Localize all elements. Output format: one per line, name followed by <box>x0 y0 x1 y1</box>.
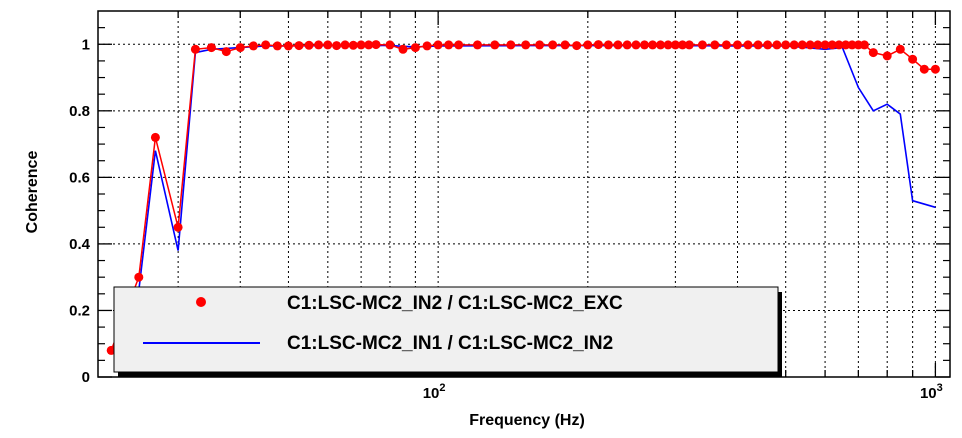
data-point <box>882 51 892 61</box>
data-point <box>733 40 742 50</box>
data-point <box>332 41 342 51</box>
data-point <box>847 40 857 50</box>
data-point <box>106 345 116 355</box>
data-point <box>385 40 395 50</box>
data-point <box>797 40 807 50</box>
data-point <box>572 41 582 51</box>
y-tick-label: 0.2 <box>69 302 90 319</box>
data-point <box>772 40 782 50</box>
data-point <box>834 40 844 50</box>
data-point <box>206 43 216 53</box>
series-layer <box>106 40 940 355</box>
legend-label-in1: C1:LSC-MC2_IN1 / C1:LSC-MC2_IN2 <box>287 333 613 354</box>
data-point <box>781 40 791 50</box>
data-point <box>868 48 878 58</box>
data-point <box>640 40 649 50</box>
data-point <box>340 40 350 50</box>
x-tick-exponent: 3 <box>937 382 943 394</box>
data-point <box>820 40 830 50</box>
data-point <box>593 40 603 50</box>
data-point <box>304 40 314 50</box>
y-tick-label: 0.8 <box>69 103 90 120</box>
data-point <box>473 40 482 50</box>
data-point <box>261 40 271 50</box>
x-tick-label: 102 <box>423 382 446 402</box>
data-point <box>813 40 823 50</box>
data-point <box>283 41 293 51</box>
y-axis-title: Coherence <box>24 151 41 234</box>
data-point <box>356 40 366 50</box>
data-point <box>535 40 545 50</box>
data-point <box>410 43 420 53</box>
x-axis-title: Frequency (Hz) <box>469 412 585 429</box>
data-point <box>603 40 613 50</box>
data-point <box>805 40 815 50</box>
x-tick-exponent: 2 <box>439 382 445 394</box>
data-point <box>753 40 763 50</box>
legend-label-exc: C1:LSC-MC2_IN2 / C1:LSC-MC2_EXC <box>287 293 623 314</box>
data-point <box>622 40 632 50</box>
data-point <box>348 40 358 50</box>
data-point <box>763 40 773 50</box>
data-point <box>444 40 454 50</box>
data-point <box>721 40 731 50</box>
data-point <box>371 40 381 50</box>
data-point <box>323 40 333 50</box>
data-point <box>422 41 432 51</box>
data-point <box>859 40 869 50</box>
data-point <box>684 40 694 50</box>
data-point <box>235 43 245 53</box>
data-point <box>150 132 160 142</box>
data-point <box>583 40 593 50</box>
data-point <box>670 40 680 50</box>
data-point <box>134 272 144 282</box>
data-point <box>490 40 500 50</box>
legend-box <box>113 286 779 373</box>
data-point <box>631 40 641 50</box>
legend-marker-exc <box>196 297 206 307</box>
data-point <box>697 40 707 50</box>
data-point <box>190 44 200 54</box>
data-point <box>743 40 753 50</box>
x-tick-base: 10 <box>423 385 440 402</box>
y-tick-label: 0.6 <box>69 169 90 186</box>
data-point <box>221 47 231 57</box>
data-point <box>521 40 531 50</box>
data-point <box>789 40 799 50</box>
data-point <box>827 40 837 50</box>
x-tick-base: 10 <box>920 385 937 402</box>
data-point <box>841 40 851 50</box>
y-tick-label: 1 <box>82 36 90 53</box>
data-point <box>364 40 374 50</box>
y-tick-label: 0.4 <box>69 236 91 253</box>
data-point <box>613 40 623 50</box>
data-point <box>710 40 720 50</box>
data-point <box>678 40 687 50</box>
data-point <box>506 40 516 50</box>
data-point <box>398 44 408 54</box>
data-point <box>173 222 183 232</box>
data-point <box>930 64 940 74</box>
data-point <box>656 40 665 50</box>
data-point <box>560 40 570 50</box>
data-point <box>548 40 558 50</box>
data-point <box>908 54 918 64</box>
data-point <box>272 41 282 51</box>
data-point <box>248 41 258 51</box>
legend: C1:LSC-MC2_IN2 / C1:LSC-MC2_EXC C1:LSC-M… <box>113 286 782 377</box>
y-tick-label: 0 <box>82 369 90 386</box>
data-point <box>648 40 658 50</box>
data-point <box>895 44 905 54</box>
x-tick-label: 103 <box>920 382 943 402</box>
data-point <box>663 40 673 50</box>
data-point <box>919 64 929 74</box>
data-point <box>433 40 443 50</box>
data-point <box>314 40 324 50</box>
data-point <box>454 40 464 50</box>
data-point <box>294 41 304 51</box>
